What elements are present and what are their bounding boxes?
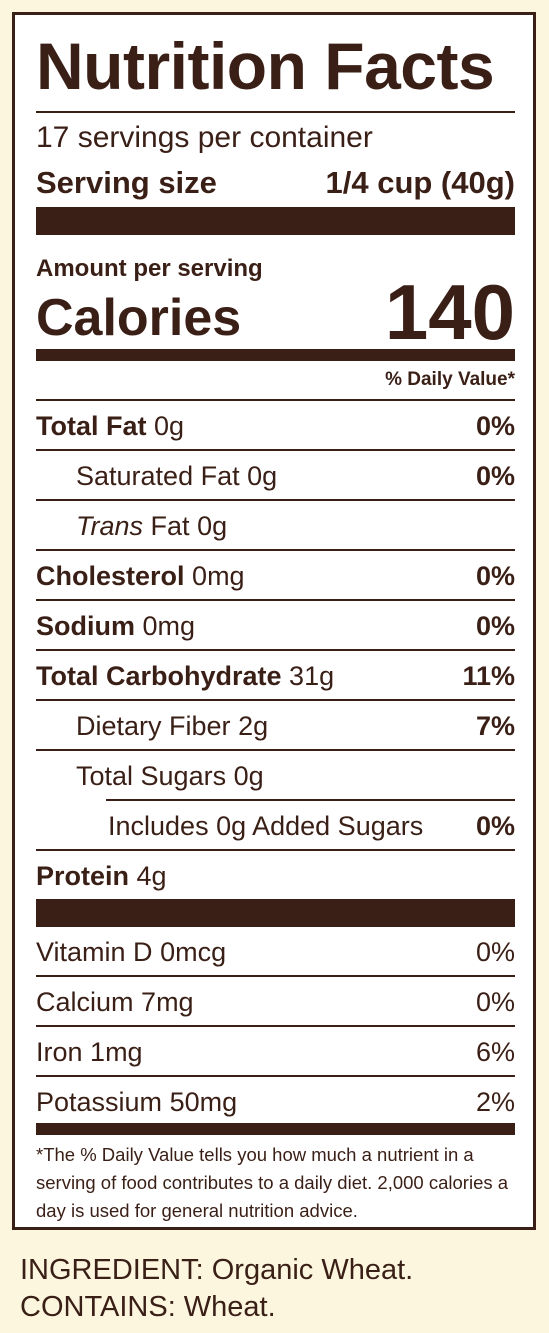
vitamin-name: Potassium: [36, 1087, 163, 1117]
vitamin-row-iron: Iron 1mg 6%: [36, 1037, 515, 1068]
nutrient-amount: 0mg: [192, 561, 245, 591]
nutrient-name: Includes 0g Added Sugars: [108, 811, 424, 841]
nutrient-daily-value: 11%: [462, 661, 515, 691]
nutrient-name: Total Carbohydrate: [36, 661, 282, 691]
nutrition-facts-panel: Nutrition Facts 17 servings per containe…: [12, 12, 536, 1230]
vitamin-daily-value: 0%: [475, 987, 515, 1017]
nutrient-daily-value: 0%: [475, 411, 515, 441]
nutrient-row-protein: Protein 4g: [36, 861, 515, 892]
daily-value-header: % Daily Value*: [385, 369, 515, 390]
serving-size-label: Serving size: [36, 165, 217, 200]
vitamin-amount: 50mg: [169, 1087, 238, 1117]
nutrient-row-dietary-fiber: Dietary Fiber 2g 7%: [36, 711, 515, 742]
ingredients-text: INGREDIENT: Organic Wheat.: [20, 1254, 414, 1286]
divider-thin: [36, 699, 515, 701]
nutrient-name: Dietary Fiber: [76, 711, 231, 741]
nutrient-row-added-sugars: Includes 0g Added Sugars 0%: [36, 811, 515, 842]
nutrient-amount: 31g: [289, 661, 335, 691]
serving-size-row: Serving size 1/4 cup (40g): [36, 165, 515, 201]
divider-thin: [36, 499, 515, 501]
nutrient-amount: 0g: [247, 461, 278, 491]
vitamin-row-potassium: Potassium 50mg 2%: [36, 1087, 515, 1118]
nutrient-amount: 0mg: [142, 611, 196, 641]
vitamin-amount: 7mg: [141, 987, 194, 1017]
nutrient-daily-value: 0%: [475, 611, 515, 641]
nutrient-name: Total Fat: [36, 411, 147, 441]
nutrient-row-cholesterol: Cholesterol 0mg 0%: [36, 561, 515, 592]
vitamin-amount: 0mcg: [160, 937, 227, 967]
divider-thin: [36, 599, 515, 601]
panel-title: Nutrition Facts: [36, 29, 495, 103]
nutrient-amount: 4g: [136, 861, 167, 891]
divider-thin: [36, 975, 515, 977]
divider-thin: [36, 549, 515, 551]
nutrient-row-total-sugars: Total Sugars 0g: [36, 761, 515, 792]
nutrient-row-total-carbohydrate: Total Carbohydrate 31g 11%: [36, 661, 515, 692]
nutrient-daily-value: 7%: [475, 711, 515, 741]
nutrient-row-sodium: Sodium 0mg 0%: [36, 611, 515, 642]
nutrient-amount: 0g: [233, 761, 264, 791]
vitamin-name: Calcium: [36, 987, 134, 1017]
daily-value-footnote: *The % Daily Value tells you how much a …: [36, 1144, 509, 1221]
amount-per-serving: Amount per serving: [36, 255, 263, 282]
divider-thick: [36, 207, 515, 235]
divider-thin: [36, 449, 515, 451]
nutrient-daily-value: 0%: [475, 461, 515, 491]
vitamin-name: Iron: [36, 1037, 83, 1067]
nutrient-row-trans-fat: Trans Fat 0g: [36, 511, 515, 542]
divider-medium: [36, 349, 515, 361]
divider-thin: [36, 1025, 515, 1027]
ingredients-block: INGREDIENT: Organic Wheat. CONTAINS: Whe…: [20, 1252, 413, 1326]
nutrient-amount: 0g: [154, 411, 185, 441]
nutrient-row-total-fat: Total Fat 0g 0%: [36, 411, 515, 442]
vitamin-name: Vitamin D: [36, 937, 153, 967]
nutrient-daily-value: 0%: [475, 811, 515, 841]
divider-thin: [36, 849, 515, 851]
divider-thick: [36, 899, 515, 927]
divider-thin: [106, 799, 515, 801]
calories-label: Calories: [36, 289, 242, 347]
nutrient-name: Sodium: [36, 611, 135, 641]
vitamin-daily-value: 2%: [475, 1087, 515, 1117]
serving-size-value: 1/4 cup (40g): [325, 165, 516, 200]
nutrient-name: Protein: [36, 861, 130, 891]
calories-value: 140: [384, 268, 515, 356]
divider-thin: [36, 749, 515, 751]
divider-thin: [36, 649, 515, 651]
vitamin-daily-value: 0%: [475, 937, 515, 967]
vitamin-amount: 1mg: [90, 1037, 143, 1067]
nutrient-daily-value: 0%: [475, 561, 515, 591]
divider-thin: [36, 111, 515, 113]
nutrient-name-suffix: Fat: [150, 511, 190, 541]
nutrient-amount: 0g: [197, 511, 228, 541]
divider-medium: [36, 1123, 515, 1135]
vitamin-row-calcium: Calcium 7mg 0%: [36, 987, 515, 1018]
allergen-contains-text: CONTAINS: Wheat.: [20, 1291, 276, 1323]
nutrient-name: Total Sugars: [76, 761, 227, 791]
divider-thin: [36, 1075, 515, 1077]
divider-thin: [36, 399, 515, 401]
servings-per-container: 17 servings per container: [36, 121, 373, 154]
vitamin-daily-value: 6%: [475, 1037, 515, 1067]
nutrient-name: Cholesterol: [36, 561, 185, 591]
nutrient-amount: 2g: [238, 711, 269, 741]
vitamin-row-vitamin-d: Vitamin D 0mcg 0%: [36, 937, 515, 968]
nutrient-name: Saturated Fat: [76, 461, 240, 491]
nutrient-row-saturated-fat: Saturated Fat 0g 0%: [36, 461, 515, 492]
nutrient-name: Trans: [76, 511, 144, 541]
